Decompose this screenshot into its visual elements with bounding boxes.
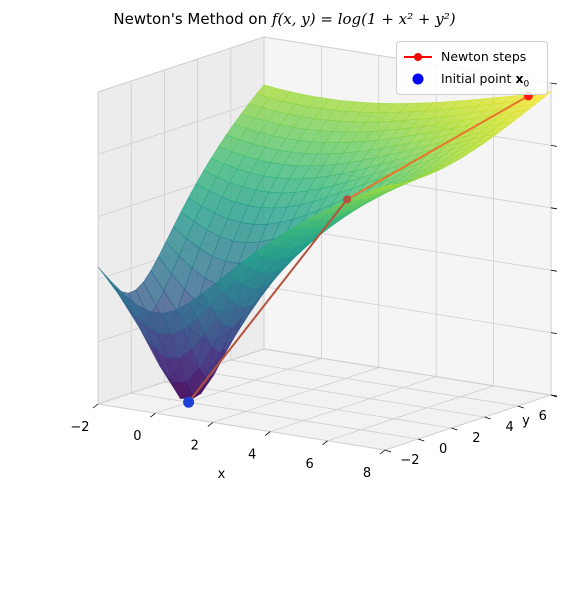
y-tick-label: −2 <box>400 453 419 468</box>
legend-label-initial-point: Initial point x0 <box>441 71 529 90</box>
x-tick-mark <box>264 431 271 436</box>
z-gridline <box>97 348 552 405</box>
chart-title: Newton's Method on f(x, y) = log(1 + x² … <box>0 10 569 28</box>
x-tick-mark <box>322 440 328 446</box>
x-tick-label: 6 <box>305 457 313 472</box>
x-tick-label: −2 <box>70 420 89 435</box>
legend-item-newton-steps: Newton steps <box>403 48 543 66</box>
chart-title-math: f(x, y) = log(1 + x² + y²) <box>271 10 456 28</box>
legend-label-initial-point-symbol: x <box>515 71 524 86</box>
x-tick-mark <box>207 422 214 427</box>
legend-label-initial-point-text: Initial point <box>441 71 512 86</box>
newton-step-segment <box>346 95 529 201</box>
x-tick-mark <box>379 449 386 455</box>
surface-facet <box>97 266 119 295</box>
chart-title-prefix: Newton's Method on <box>113 10 272 28</box>
legend-swatch-initial-point <box>412 73 424 85</box>
z-tick-mark <box>550 82 558 85</box>
z-tick-mark <box>550 207 558 210</box>
x-axis-label: x <box>218 467 226 482</box>
z-tick-mark <box>550 332 558 334</box>
x-tick-label: 4 <box>248 448 256 463</box>
x-tick-label: 8 <box>363 466 371 481</box>
initial-point-marker <box>183 396 195 408</box>
legend-item-initial-point: Initial point x0 <box>403 70 543 90</box>
z-tick-mark <box>550 394 558 397</box>
legend-label-initial-point-subscript: 0 <box>523 79 530 90</box>
legend-swatch-newton-steps <box>404 53 432 61</box>
x-tick-mark <box>150 412 156 418</box>
newton-step-segment <box>187 198 348 403</box>
y-tick-mark <box>451 427 458 431</box>
newton-step-point <box>343 195 352 204</box>
legend-label-newton-steps: Newton steps <box>441 49 527 64</box>
y-tick-label: 4 <box>505 420 513 435</box>
z-tick-mark <box>550 269 558 272</box>
y-tick-label: 2 <box>472 431 480 446</box>
x-tick-label: 0 <box>133 429 141 444</box>
y-tick-mark <box>484 416 491 420</box>
legend: Newton steps Initial point x0 <box>396 41 548 95</box>
y-tick-mark <box>418 438 425 442</box>
x-tick-mark <box>92 403 99 409</box>
y-axis-label: y <box>522 414 530 429</box>
y-tick-label: 0 <box>439 442 447 457</box>
z-tick-mark <box>550 145 558 147</box>
y-tick-mark <box>384 449 392 453</box>
x-tick-label: 2 <box>191 438 199 453</box>
y-tick-mark <box>517 405 524 409</box>
y-tick-label: 6 <box>539 409 547 424</box>
